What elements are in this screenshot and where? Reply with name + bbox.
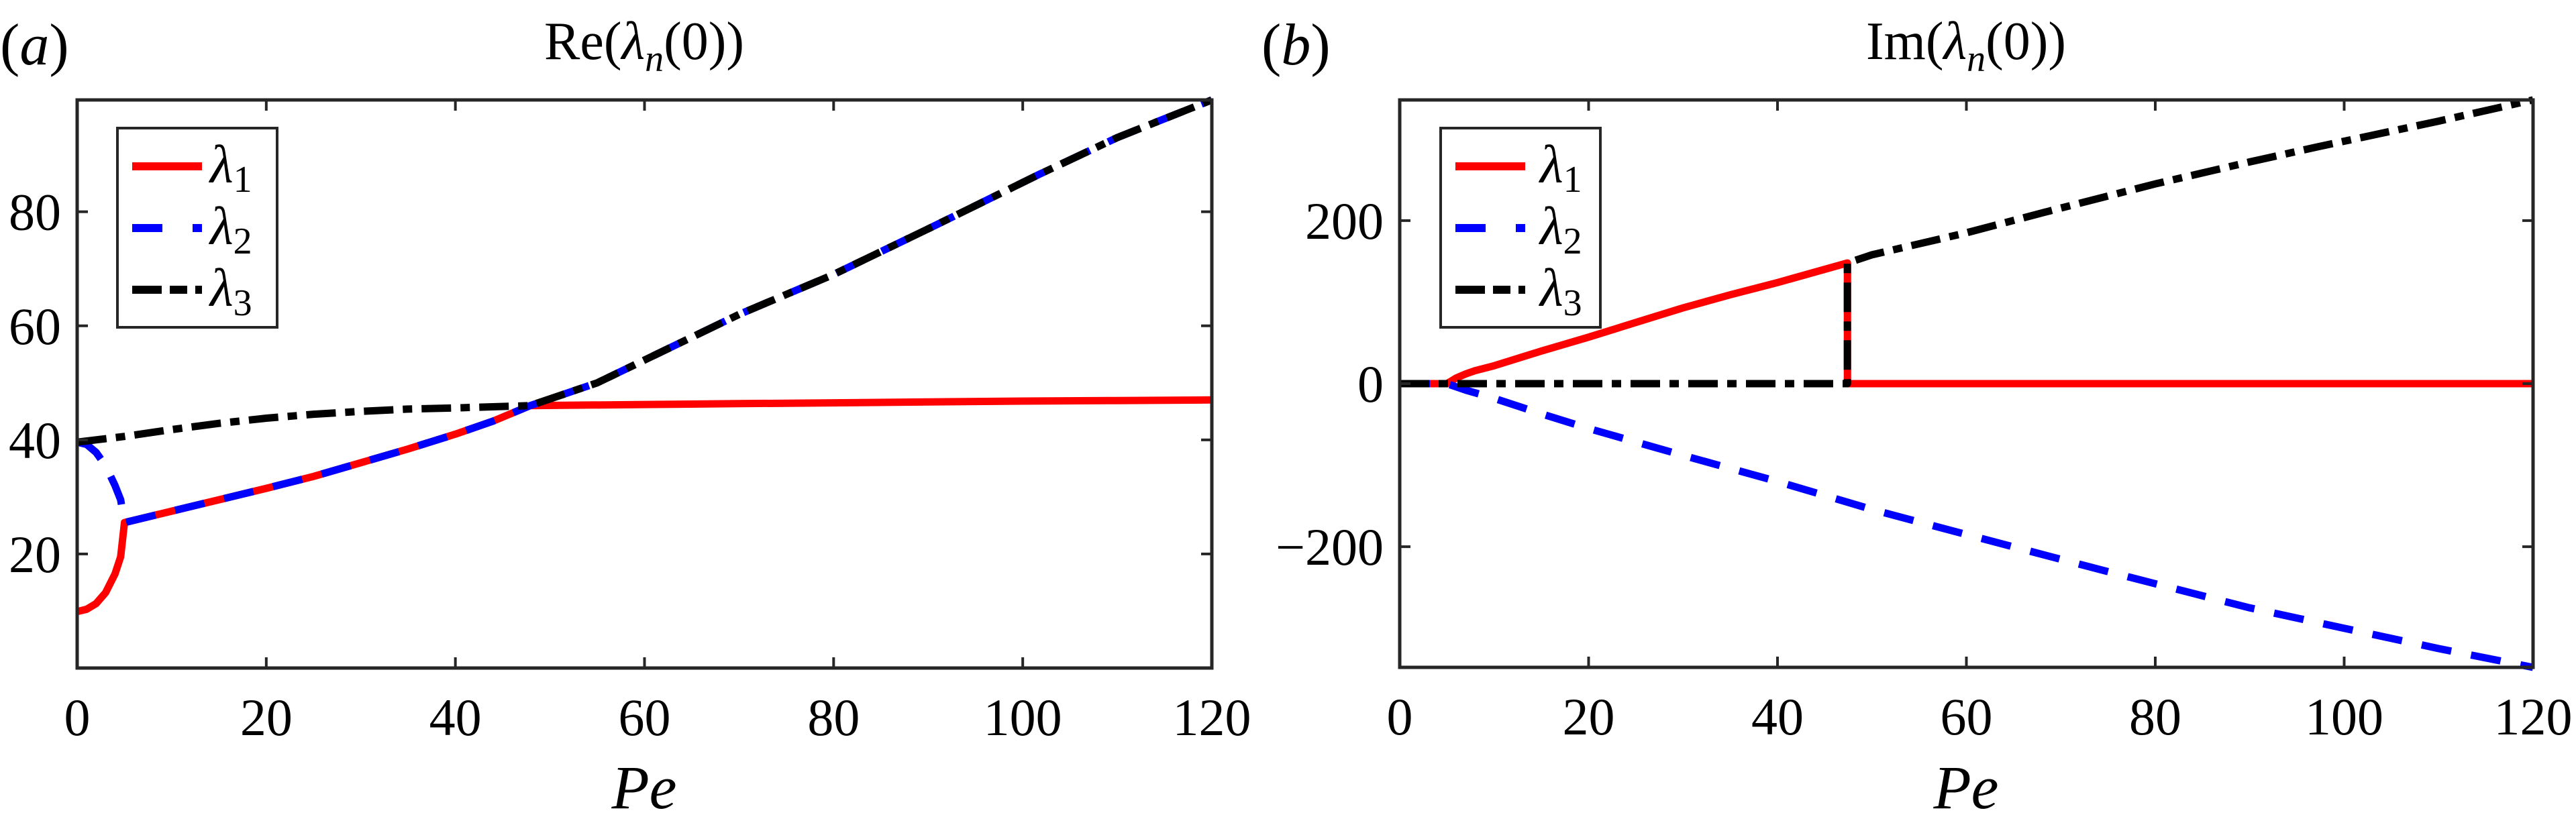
x-tick-label: 20 xyxy=(240,688,293,747)
series-line-1 xyxy=(1400,259,2533,388)
series-line-3 xyxy=(76,96,1214,446)
legend-b-label-2: λ2 xyxy=(1539,197,1582,262)
panel-b-title: Im(λn(0)) xyxy=(1866,12,2066,80)
panel-b: (b) Im(λn(0)) 0 20 40 60 80 100 120 −200 0 200 λ1… xyxy=(1261,12,2573,822)
legend-b-label-1: λ1 xyxy=(1539,135,1582,201)
plot-a-lines xyxy=(76,96,1214,616)
y-tick-label: 60 xyxy=(9,297,61,355)
legend-b: λ1 λ2 λ3 xyxy=(1439,127,1602,329)
legend-a-label-2: λ2 xyxy=(209,197,252,262)
panel-label-b: (b) xyxy=(1261,13,1331,78)
panel-a-title: Re(λn(0)) xyxy=(544,12,744,80)
y-tick-label: 0 xyxy=(1357,355,1384,413)
x-tick-label: 100 xyxy=(984,688,1062,747)
y-tick-label: 200 xyxy=(1305,192,1384,250)
x-tick-label: 0 xyxy=(1387,687,1413,746)
x-tick-label: 40 xyxy=(1751,687,1804,746)
panel-label-a: (a) xyxy=(0,13,69,78)
x-tick-label: 120 xyxy=(2494,687,2573,746)
x-tick-label: 100 xyxy=(2305,687,2383,746)
x-tick-label: 60 xyxy=(1941,687,1993,746)
y-tick-label: 80 xyxy=(9,183,61,241)
plot-b-ticks: 0 20 40 60 80 100 120 −200 0 200 xyxy=(1276,100,2573,746)
x-tick-label: 0 xyxy=(64,688,91,747)
legend-a-label-1: λ1 xyxy=(209,135,252,201)
x-tick-label: 40 xyxy=(429,688,482,747)
series-line-2 xyxy=(76,96,1214,527)
legend-a: λ1 λ2 λ3 xyxy=(116,127,278,329)
panel-a: (a) Re(λn(0)) 0 20 40 60 80 100 120 20 40 60 80 λ1… xyxy=(0,12,1251,822)
y-tick-label: 20 xyxy=(9,525,61,584)
series-line-2 xyxy=(1400,380,2534,671)
x-tick-label: 20 xyxy=(1563,687,1615,746)
x-axis-label-b: Pe xyxy=(1933,753,1998,822)
y-tick-label: 40 xyxy=(9,411,61,469)
x-axis-label-a: Pe xyxy=(611,753,676,822)
legend-a-label-3: λ3 xyxy=(209,259,252,324)
x-tick-label: 80 xyxy=(2129,687,2181,746)
y-tick-label: −200 xyxy=(1276,518,1384,576)
x-tick-label: 60 xyxy=(619,688,671,747)
x-tick-label: 120 xyxy=(1173,688,1251,747)
series-line-3 xyxy=(1400,96,2534,388)
series-line-1 xyxy=(76,396,1213,616)
plot-b-lines xyxy=(1400,96,2534,671)
x-tick-label: 80 xyxy=(807,688,860,747)
plot-a-ticks: 0 20 40 60 80 100 120 20 40 60 80 xyxy=(9,100,1251,747)
legend-b-label-3: λ3 xyxy=(1539,259,1582,324)
